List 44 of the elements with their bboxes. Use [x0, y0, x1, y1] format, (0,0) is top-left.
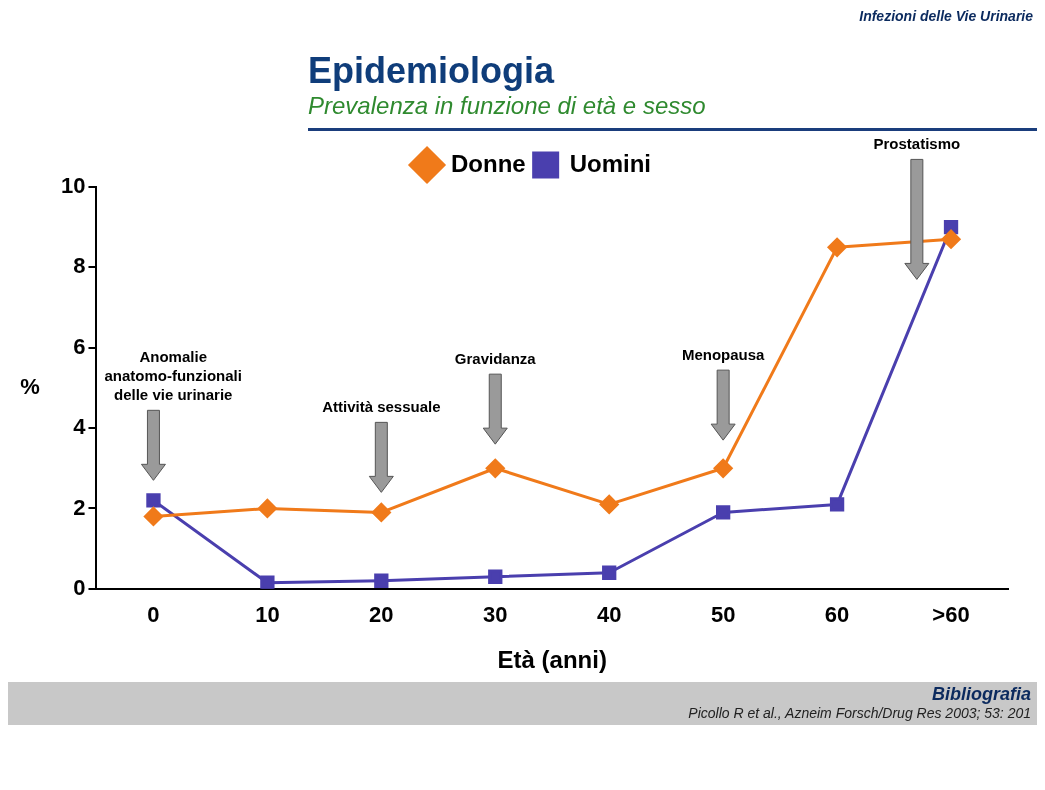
x-tick-label: 40	[596, 602, 622, 628]
x-tick-label: 50	[710, 602, 736, 628]
point	[827, 237, 847, 257]
annotation: Anomalie anatomo-funzionali delle vie urinarie	[104, 348, 242, 404]
point	[488, 569, 503, 584]
x-tick-label: 20	[369, 602, 394, 628]
point	[371, 502, 391, 522]
legend-label: Donne	[451, 149, 526, 177]
text: Infezioni delle Vie Urinarie	[858, 8, 1034, 24]
legend-label: Uomini	[569, 149, 651, 177]
point	[943, 220, 959, 235]
x-tick-label: >60	[932, 602, 970, 628]
point	[374, 573, 389, 588]
x-tick-label: 30	[483, 602, 508, 628]
annotation: Attività sessuale	[322, 398, 441, 416]
point	[146, 493, 161, 508]
x-tick-label: 60	[824, 602, 850, 628]
point	[713, 458, 733, 478]
y-tick-label: 4	[73, 414, 87, 440]
x-tick-label: 0	[147, 602, 160, 628]
point	[941, 229, 961, 249]
y-tick-label: 8	[73, 253, 86, 279]
point	[485, 458, 505, 478]
chart-title: Epidemiologia	[308, 50, 556, 92]
y-axis-title: %	[20, 373, 40, 399]
annotation: Gravidanza	[454, 350, 537, 368]
x-tick-label: 10	[255, 602, 280, 628]
x-axis-title: Età (anni)	[497, 646, 607, 674]
y-tick-label: 6	[73, 333, 86, 359]
text: Bibliografia	[931, 684, 1031, 705]
y-tick-label: 0	[73, 574, 86, 600]
point	[599, 494, 619, 514]
y-tick-label: 10	[60, 173, 86, 199]
point	[715, 505, 731, 520]
text: Picollo R et al., Azneim Forsch/Drug Res 2003; 53: 201	[687, 705, 1031, 721]
point	[829, 497, 845, 512]
y-tick-label: 2	[73, 494, 86, 520]
text: Prostatismo	[873, 135, 961, 153]
annotation: Menopausa	[681, 346, 766, 364]
chart-subtitle: Prevalenza in funzione di età e sesso	[308, 92, 707, 120]
point	[260, 575, 275, 589]
point	[602, 565, 617, 580]
point	[257, 498, 277, 518]
point	[143, 506, 163, 526]
